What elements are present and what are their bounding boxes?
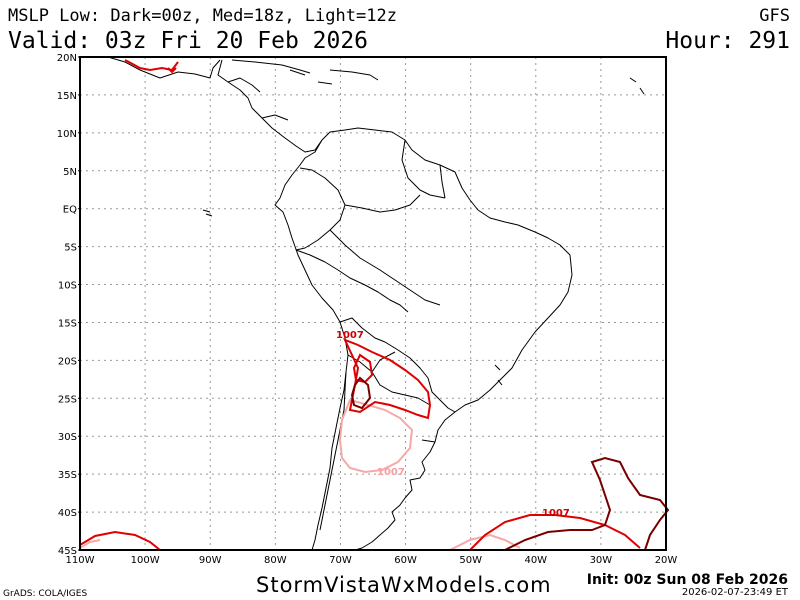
site-watermark: StormVistaWxModels.com — [256, 573, 552, 597]
lat-label: 15S — [58, 318, 77, 329]
contour-label-12z-argentina: 1007 — [377, 467, 405, 478]
contour-light-pacific — [79, 539, 101, 549]
lat-label: 30S — [58, 432, 77, 443]
lat-label: 10N — [57, 129, 77, 140]
lat-label: EQ — [63, 205, 77, 216]
lat-label: 45S — [58, 546, 77, 557]
lat-label: 15N — [57, 91, 77, 102]
lat-label: 5N — [63, 167, 77, 178]
latitude-labels: 20N 15N 10N 5N EQ 5S 10S 15S 20S 25S 30S 35S 40S 45S — [57, 53, 80, 557]
contour-medium-mexico — [124, 59, 179, 72]
lon-label: 30W — [590, 555, 613, 566]
lon-label: 70W — [329, 555, 352, 566]
contour-dark-bolivia — [350, 376, 372, 410]
coastlines — [107, 56, 645, 551]
lon-label: 20W — [655, 555, 678, 566]
lat-label: 25S — [58, 394, 77, 405]
lon-label: 110W — [66, 555, 95, 566]
contour-label-18z-bolivia: 1007 — [336, 330, 364, 341]
contour-label-18z-atlantic: 1007 — [542, 508, 570, 519]
mslp-contours — [79, 59, 670, 551]
lat-label: 20S — [58, 356, 77, 367]
valid-time: Valid: 03z Fri 20 Feb 2026 — [8, 28, 369, 54]
lon-label: 100W — [131, 555, 160, 566]
lat-label: 35S — [58, 470, 77, 481]
generated-timestamp: 2026-02-07-23:49 ET — [681, 587, 788, 598]
lon-label: 50W — [459, 555, 482, 566]
contour-light-bolivia — [338, 398, 414, 474]
init-time: Init: 00z Sun 08 Feb 2026 — [586, 572, 788, 588]
contour-light-south-atlantic — [449, 533, 521, 551]
contour-dark-south-atlantic — [504, 456, 670, 551]
lat-label: 5S — [64, 243, 77, 254]
longitude-labels: 110W 100W 90W 80W 70W 60W 50W 40W 30W 20W — [66, 555, 678, 566]
model-name: GFS — [759, 6, 790, 26]
lat-label: 10S — [58, 281, 77, 292]
map-frame — [79, 56, 667, 551]
lon-label: 40W — [524, 555, 547, 566]
contour-medium-pacific — [79, 530, 161, 551]
lat-label: 20N — [57, 53, 77, 64]
contour-medium-south-atlantic — [469, 514, 641, 551]
lon-label: 90W — [199, 555, 222, 566]
lon-label: 80W — [264, 555, 287, 566]
lat-label: 40S — [58, 508, 77, 519]
forecast-hour: Hour: 291 — [665, 28, 790, 54]
map-title: MSLP Low: Dark=00z, Med=18z, Light=12z — [8, 6, 397, 26]
map-gridlines — [80, 57, 666, 550]
lon-label: 60W — [394, 555, 417, 566]
grads-credit: GrADS: COLA/IGES — [3, 589, 88, 599]
